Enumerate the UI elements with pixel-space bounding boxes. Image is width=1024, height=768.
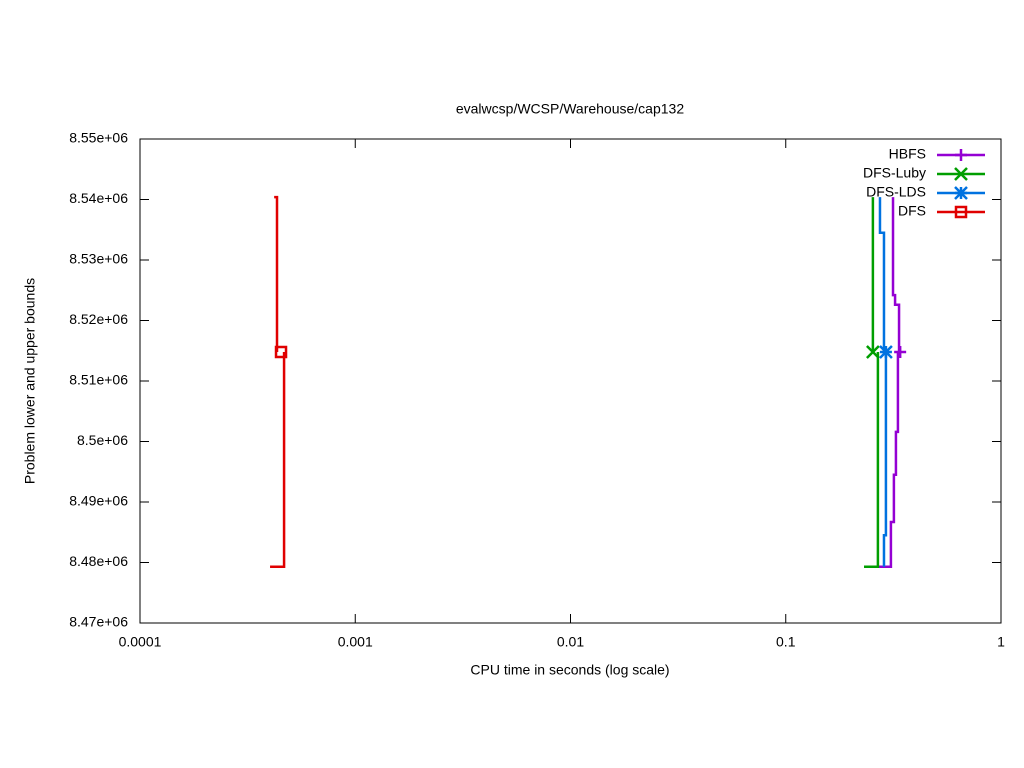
legend-marker <box>954 186 968 200</box>
y-tick-label: 8.54e+06 <box>69 190 128 206</box>
point-marker <box>274 345 288 359</box>
series-line <box>270 195 286 568</box>
y-axis-label: Problem lower and upper bounds <box>22 278 38 484</box>
series-line <box>869 197 901 568</box>
y-tick-label: 8.55e+06 <box>69 130 128 146</box>
point-marker <box>894 345 907 358</box>
chart-title: evalwcsp/WCSP/Warehouse/cap132 <box>456 101 684 117</box>
y-tick-label: 8.49e+06 <box>69 493 128 509</box>
point-marker <box>879 345 893 359</box>
x-tick-label: 0.0001 <box>119 634 162 650</box>
point-marker <box>866 345 880 359</box>
legend-label: DFS <box>898 203 926 219</box>
legend-label: HBFS <box>889 146 926 162</box>
y-tick-label: 8.47e+06 <box>69 614 128 630</box>
legend-label: DFS-LDS <box>866 184 926 200</box>
y-tick-label: 8.52e+06 <box>69 311 128 327</box>
y-tick-label: 8.51e+06 <box>69 372 128 388</box>
x-tick-label: 1 <box>997 634 1005 650</box>
x-tick-label: 0.01 <box>557 634 584 650</box>
legend-marker <box>954 167 968 181</box>
legend-marker <box>954 205 968 219</box>
x-tick-label: 0.001 <box>338 634 373 650</box>
y-tick-label: 8.5e+06 <box>77 432 128 448</box>
series-line <box>878 197 888 567</box>
y-tick-label: 8.53e+06 <box>69 251 128 267</box>
y-tick-label: 8.48e+06 <box>69 553 128 569</box>
series-line <box>864 197 880 568</box>
x-tick-label: 0.1 <box>776 634 796 650</box>
legend-label: DFS-Luby <box>863 165 926 181</box>
x-axis-label: CPU time in seconds (log scale) <box>470 662 669 678</box>
legend-marker <box>955 149 967 161</box>
